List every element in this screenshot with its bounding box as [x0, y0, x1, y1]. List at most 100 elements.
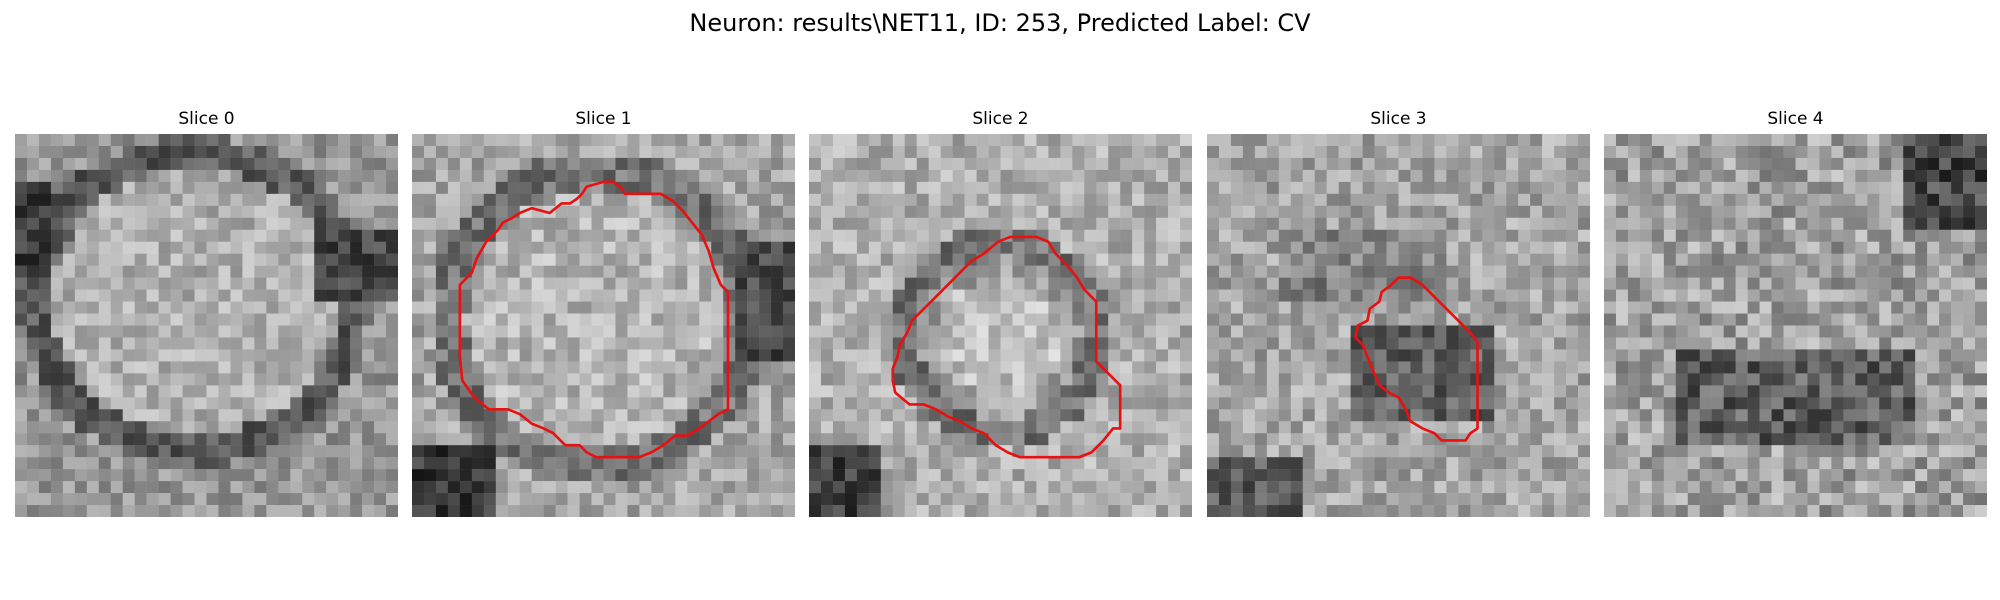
- pixel-cell: [1120, 181, 1133, 195]
- pixel-cell: [1132, 205, 1145, 219]
- pixel-cell: [892, 493, 905, 506]
- pixel-cell: [1180, 301, 1192, 314]
- pixel-cell: [615, 481, 628, 494]
- pixel-cell: [1663, 169, 1677, 183]
- pixel-cell: [1963, 313, 1976, 326]
- pixel-cell: [98, 505, 111, 517]
- pixel-cell: [1506, 229, 1519, 242]
- pixel-cell: [1615, 397, 1629, 410]
- pixel-cell: [1891, 397, 1904, 410]
- pixel-cell: [579, 313, 592, 326]
- pixel-cell: [603, 493, 616, 506]
- pixel-cell: [350, 469, 363, 482]
- pixel-cell: [747, 145, 760, 159]
- pixel-cell: [856, 349, 870, 362]
- pixel-cell: [1819, 181, 1832, 195]
- pixel-cell: [1915, 349, 1928, 362]
- pixel-cell: [158, 253, 171, 266]
- pixel-cell: [278, 337, 291, 350]
- pixel-cell: [1350, 301, 1363, 314]
- pixel-cell: [1132, 229, 1145, 242]
- pixel-cell: [1072, 313, 1085, 326]
- pixel-cell: [374, 337, 387, 350]
- pixel-cell: [122, 397, 135, 410]
- pixel-cell: [1771, 457, 1784, 470]
- pixel-cell: [435, 265, 449, 278]
- pixel-cell: [1084, 349, 1097, 362]
- pixel-cell: [711, 361, 724, 374]
- pixel-cell: [1096, 469, 1109, 482]
- pixel-cell: [98, 433, 111, 446]
- pixel-cell: [603, 229, 616, 242]
- pixel-cell: [1639, 265, 1653, 278]
- pixel-cell: [1108, 265, 1121, 278]
- pixel-cell: [1338, 361, 1351, 374]
- pixel-cell: [1168, 313, 1181, 326]
- pixel-cell: [1266, 229, 1280, 242]
- pixel-cell: [447, 481, 461, 494]
- pixel-cell: [1747, 169, 1760, 183]
- pixel-cell: [651, 325, 664, 338]
- pixel-cell: [483, 181, 497, 195]
- pixel-cell: [1120, 241, 1133, 254]
- pixel-cell: [1530, 505, 1543, 517]
- pixel-cell: [1386, 169, 1399, 183]
- pixel-cell: [1120, 385, 1133, 398]
- pixel-cell: [314, 205, 327, 219]
- pixel-cell: [1530, 421, 1543, 434]
- pixel-cell: [1927, 277, 1940, 290]
- pixel-cell: [242, 277, 255, 290]
- pixel-cell: [1048, 325, 1061, 338]
- pixel-cell: [62, 445, 76, 458]
- pixel-cell: [747, 421, 760, 434]
- pixel-cell: [1771, 134, 1784, 147]
- pixel-cell: [1060, 397, 1073, 410]
- pixel-cell: [928, 421, 941, 434]
- pixel-cell: [1482, 313, 1495, 326]
- pixel-cell: [74, 325, 88, 338]
- pixel-cell: [254, 349, 267, 362]
- pixel-cell: [1410, 469, 1423, 482]
- pixel-cell: [531, 325, 544, 338]
- pixel-cell: [86, 169, 100, 183]
- pixel-cell: [386, 505, 398, 517]
- pixel-cell: [1024, 409, 1037, 422]
- pixel-cell: [1711, 397, 1724, 410]
- pixel-cell: [591, 397, 604, 410]
- pixel-cell: [1180, 373, 1192, 386]
- pixel-cell: [1651, 421, 1665, 434]
- pixel-cell: [412, 445, 425, 458]
- pixel-cell: [1144, 433, 1157, 446]
- pixel-cell: [856, 134, 870, 147]
- pixel-cell: [1242, 481, 1256, 494]
- pixel-cell: [1783, 205, 1796, 219]
- pixel-cell: [928, 481, 941, 494]
- pixel-cell: [1266, 337, 1280, 350]
- pixel-cell: [1410, 397, 1423, 410]
- pixel-cell: [15, 349, 28, 362]
- pixel-cell: [1386, 205, 1399, 219]
- pixel-cell: [1482, 349, 1495, 362]
- pixel-cell: [1362, 409, 1375, 422]
- pixel-cell: [471, 289, 485, 302]
- pixel-cell: [1060, 277, 1073, 290]
- pixel-cell: [254, 421, 267, 434]
- pixel-cell: [747, 457, 760, 470]
- pixel-cell: [1915, 134, 1928, 147]
- pixel-cell: [50, 409, 64, 422]
- pixel-cell: [687, 181, 700, 195]
- pixel-cell: [771, 385, 784, 398]
- pixel-cell: [1939, 445, 1952, 458]
- pixel-cell: [1867, 265, 1880, 278]
- pixel-cell: [1012, 457, 1025, 470]
- pixel-cell: [916, 241, 929, 254]
- pixel-cell: [663, 229, 676, 242]
- pixel-cell: [374, 313, 387, 326]
- pixel-cell: [206, 277, 219, 290]
- pixel-cell: [1675, 445, 1689, 458]
- pixel-cell: [326, 457, 339, 470]
- pixel-cell: [1218, 241, 1232, 254]
- pixel-cell: [350, 134, 363, 147]
- pixel-cell: [338, 241, 351, 254]
- pixel-cell: [1759, 313, 1772, 326]
